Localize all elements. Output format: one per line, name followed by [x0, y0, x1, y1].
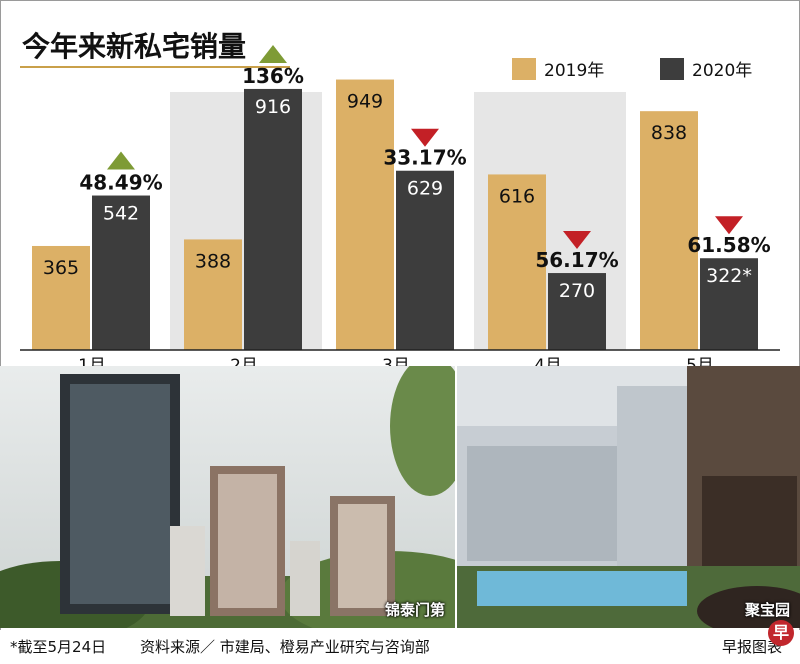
value-label-2020: 322* [706, 265, 752, 287]
value-label-2020: 629 [407, 178, 443, 200]
change-label: 61.58% [687, 233, 770, 257]
chart-title: 今年来新私宅销量 [22, 30, 246, 63]
change-label: 56.17% [535, 248, 618, 272]
bar-2020 [92, 195, 150, 350]
down-arrow-icon [715, 216, 743, 235]
category-label: 1月 [78, 356, 106, 366]
bars: 365 542 48.49% 388 916 136% 949 629 33.17% 616 270… [32, 44, 771, 350]
bar-2020 [244, 88, 302, 350]
bar-2019 [184, 239, 242, 350]
category-label: 2月 [230, 356, 258, 366]
legend-label: 2019年 [544, 61, 604, 81]
value-label-2019: 838 [651, 122, 687, 144]
bar-2020 [548, 273, 606, 350]
legend-label: 2020年 [692, 61, 752, 81]
legend: 2019年 2020年 [512, 58, 752, 81]
change-label: 136% [242, 64, 304, 88]
source-note: 资料来源／ 市建局、橙易产业研究与咨询部 [140, 638, 430, 656]
legend-swatch [660, 58, 684, 80]
down-arrow-icon [411, 128, 439, 147]
bar-2020 [396, 170, 454, 350]
photo-left-label: 锦泰门第 [384, 601, 445, 619]
change-label: 33.17% [383, 146, 466, 170]
title-underline [20, 66, 290, 68]
category-label: 3月 [382, 356, 410, 366]
photo-right: 聚宝园 [457, 366, 800, 628]
photo-left-image [0, 366, 455, 628]
bar-2019 [32, 245, 90, 350]
legend-swatch [512, 58, 536, 80]
credit: 早报图表 [721, 638, 782, 656]
value-label-2019: 365 [43, 257, 79, 279]
up-arrow-icon [259, 44, 287, 63]
photo-right-label: 聚宝园 [744, 601, 790, 619]
down-arrow-icon [563, 231, 591, 250]
value-label-2020: 542 [103, 203, 139, 225]
value-label-2020: 916 [255, 96, 291, 118]
category-label: 4月 [534, 356, 562, 366]
value-label-2019: 616 [499, 185, 535, 207]
category-label: 5月 [686, 356, 714, 366]
footer: *截至5月24日 资料来源／ 市建局、橙易产业研究与咨询部 早报图表 早 [0, 620, 800, 664]
zaobao-logo: 早 [768, 620, 794, 646]
bar-2019 [488, 174, 546, 350]
value-label-2019: 949 [347, 91, 383, 113]
bar-2019 [336, 79, 394, 350]
bar-chart: 今年来新私宅销量 2019年 2020年 365 542 48.49% 388 916 13… [20, 30, 780, 366]
value-label-2019: 388 [195, 250, 231, 272]
category-labels: 1月 2月 3月 4月 5月 [78, 356, 714, 366]
bar-2019 [640, 111, 698, 350]
up-arrow-icon [107, 151, 135, 170]
bar-2020 [700, 258, 758, 350]
photo-left: 锦泰门第 [0, 366, 455, 628]
footnote: *截至5月24日 [10, 638, 107, 656]
photo-right-image [457, 366, 800, 628]
change-label: 48.49% [79, 171, 162, 195]
value-label-2020: 270 [559, 280, 595, 302]
